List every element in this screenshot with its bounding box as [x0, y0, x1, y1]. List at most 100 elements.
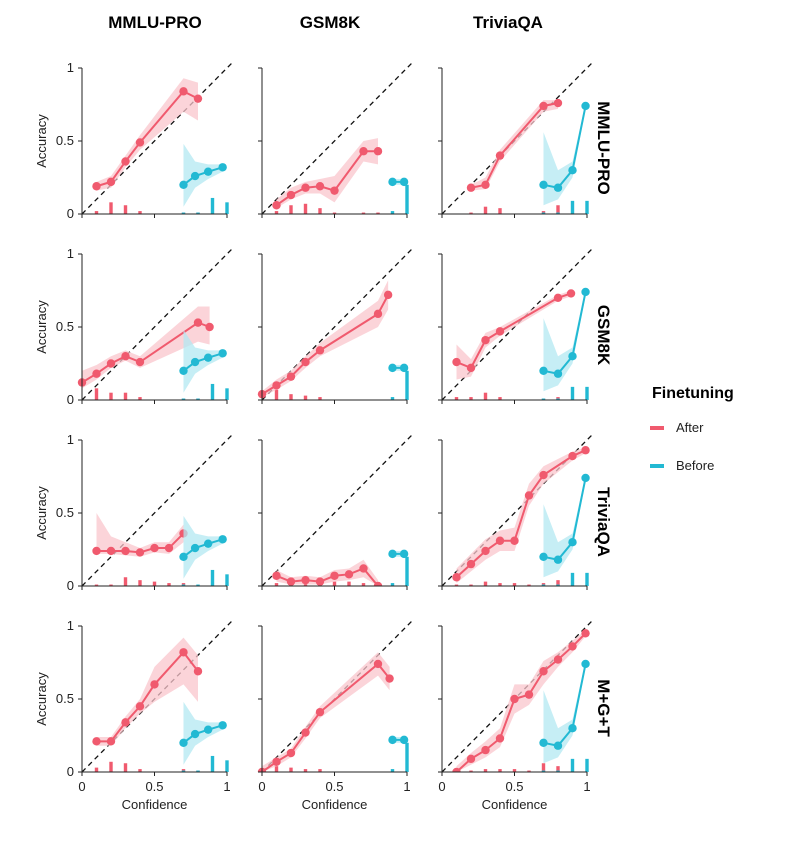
before-count-bar: [210, 197, 215, 214]
after-point: [92, 737, 101, 746]
panel-mmlu-pro-gsm8k-plot-area: [261, 62, 413, 214]
after-count-bar: [274, 583, 279, 586]
before-point: [179, 738, 188, 747]
after-point: [539, 667, 548, 676]
y-tick-label: 0.5: [56, 505, 74, 520]
after-count-bar: [94, 211, 99, 214]
before-point: [190, 357, 200, 367]
row-title-gsm8k: GSM8K: [594, 305, 613, 366]
after-point: [315, 707, 325, 717]
after-count-bar: [303, 203, 308, 214]
after-count-bar: [332, 581, 337, 586]
legend-title: Finetuning: [652, 385, 734, 402]
after-count-bar: [274, 211, 279, 214]
before-band: [543, 661, 586, 764]
after-count-bar: [556, 205, 560, 214]
panel-triviaqa-mmlu-pro-plot-area: [81, 434, 233, 586]
x-tick-label: 0.5: [505, 779, 523, 794]
y-tick-label: 1: [67, 60, 74, 75]
before-line: [543, 105, 587, 189]
before-count-bar: [181, 398, 186, 400]
after-point: [135, 138, 145, 147]
after-point: [272, 381, 281, 390]
before-count-bar: [405, 370, 409, 400]
y-tick-label: 1: [67, 246, 74, 261]
before-count-bar: [405, 556, 409, 586]
panel-mmlu-pro-mmlu-pro: 0 0.5 1 Accuracy: [34, 60, 233, 221]
after-count-bar: [289, 767, 293, 772]
before-point: [218, 349, 227, 358]
before-line: [543, 477, 587, 561]
after-count-bar: [498, 769, 502, 772]
panel-m-g-t-mmlu-pro: 0 0.5 1 Accuracy 0 0.5 1 Confidence: [34, 618, 233, 812]
before-point: [190, 543, 200, 553]
y-tick-label: 0.5: [56, 319, 74, 334]
before-count-bar: [210, 569, 215, 586]
before-point: [203, 725, 213, 734]
after-point: [581, 446, 590, 455]
before-point: [399, 735, 409, 745]
before-point: [190, 171, 200, 181]
x-tick-label: 0: [438, 779, 445, 794]
x-tick-label: 0: [78, 779, 85, 794]
after-count-bar: [483, 206, 488, 214]
after-count-bar: [469, 397, 473, 400]
panel-triviaqa-gsm8k: [258, 434, 413, 590]
before-count-bar: [196, 770, 200, 772]
panel-mmlu-pro-gsm8k-diagonal: [261, 62, 413, 214]
after-point: [466, 183, 476, 192]
after-count-bar: [332, 212, 337, 214]
after-point: [121, 352, 130, 361]
after-count-bar: [94, 584, 99, 586]
panel-triviaqa-mmlu-pro: 0 0.5 1 Accuracy: [34, 432, 233, 593]
panel-m-g-t-gsm8k-plot-area: [257, 620, 413, 772]
after-count-bar: [94, 388, 99, 400]
after-point: [481, 180, 490, 189]
after-point: [495, 734, 505, 743]
y-tick-label: 0: [67, 764, 74, 779]
before-count-bar: [585, 572, 589, 586]
after-count-bar: [94, 767, 99, 772]
column-titles: MMLU-PRO GSM8K TriviaQA: [108, 13, 543, 32]
after-count-bar: [138, 397, 142, 400]
y-axis-label: Accuracy: [34, 300, 49, 354]
after-point: [568, 642, 577, 651]
after-count-bar: [152, 581, 157, 586]
legend: Finetuning After Before: [650, 385, 734, 473]
before-count-bar: [556, 212, 560, 214]
after-count-bar: [483, 392, 488, 400]
after-point: [359, 147, 368, 156]
before-line: [182, 538, 223, 558]
before-point: [568, 166, 577, 175]
legend-label-before: Before: [676, 458, 714, 473]
before-count-bar: [196, 584, 200, 586]
after-count-bar: [318, 208, 322, 214]
before-count-bar: [570, 758, 575, 772]
after-point: [481, 335, 490, 345]
after-count-bar: [361, 583, 366, 586]
after-point: [301, 575, 310, 585]
y-axis-label: Accuracy: [34, 486, 49, 540]
after-count-bar: [469, 770, 473, 772]
after-count-bar: [123, 577, 128, 586]
after-point: [524, 690, 534, 699]
before-count-bar: [556, 584, 560, 586]
after-point: [373, 147, 383, 156]
before-count-bar: [585, 758, 589, 772]
before-point: [568, 538, 577, 547]
panel-m-g-t-triviaqa-diagonal: [441, 620, 593, 772]
before-count-bar: [541, 212, 546, 214]
after-count-bar: [303, 395, 308, 400]
after-point: [524, 491, 534, 500]
col-title-gsm8k: GSM8K: [300, 13, 361, 32]
after-count-bar: [303, 769, 308, 772]
after-point: [106, 177, 116, 187]
before-count-bar: [210, 383, 215, 400]
y-tick-label: 1: [67, 432, 74, 447]
after-point: [373, 309, 383, 319]
before-count-bar: [541, 770, 546, 772]
before-count-bar: [405, 742, 409, 772]
after-count-bar: [483, 769, 488, 772]
after-point: [150, 680, 159, 689]
before-band: [543, 475, 586, 578]
